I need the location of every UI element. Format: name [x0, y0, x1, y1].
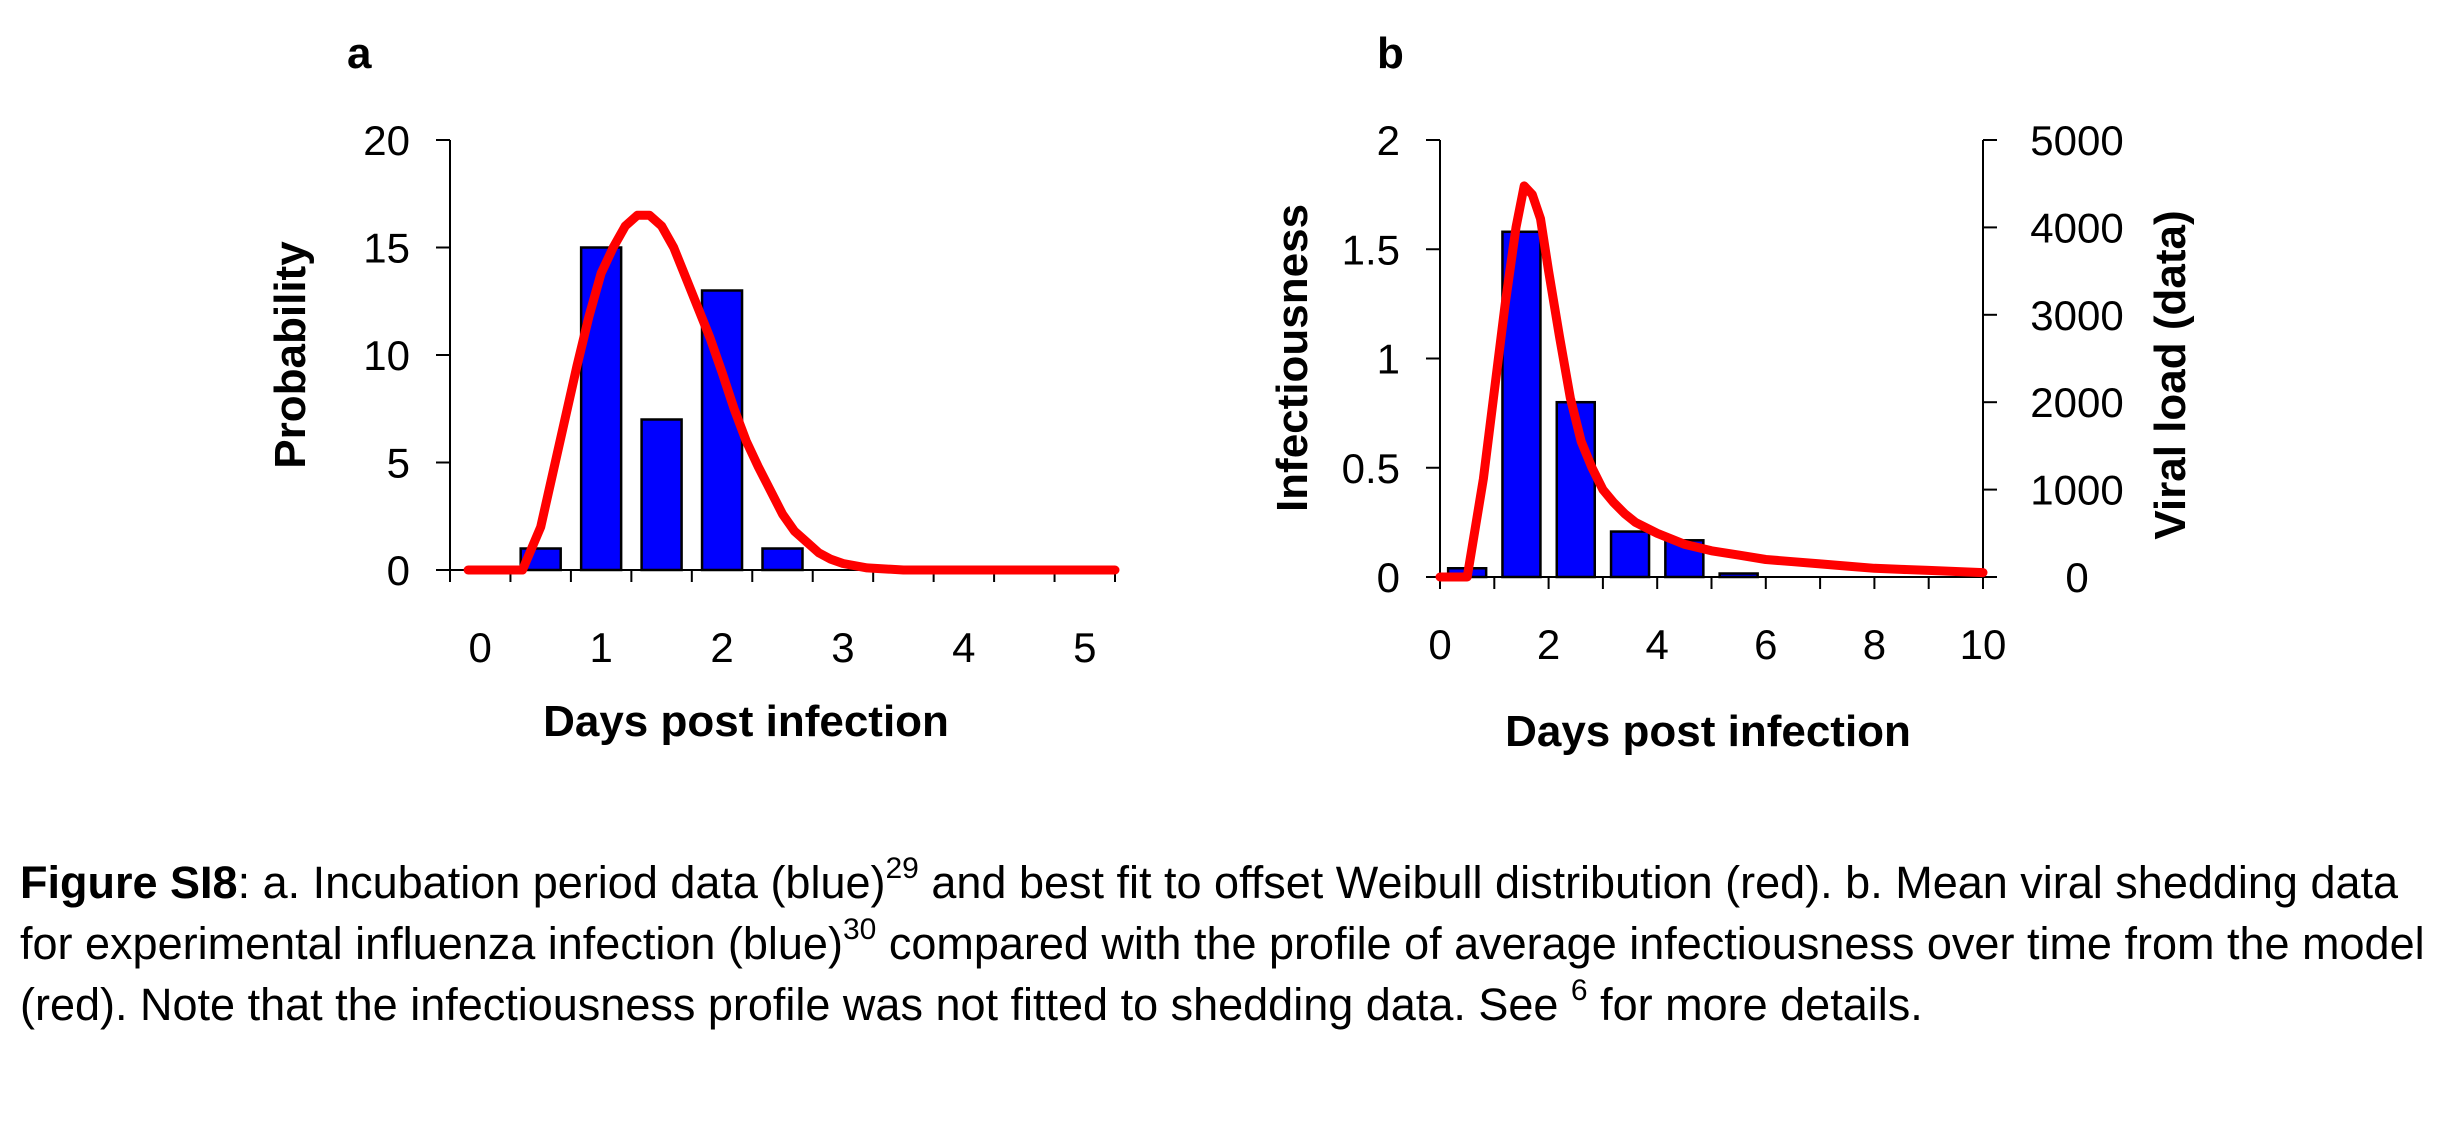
bar — [700, 289, 744, 572]
x-tick-label: 10 — [1960, 621, 2007, 668]
x-tick-label: 4 — [952, 624, 975, 671]
y-tick-label: 0.5 — [1342, 445, 1400, 492]
y-axis-title: Probability — [266, 241, 315, 469]
x-tick-label: 3 — [831, 624, 854, 671]
x-tick-label: 2 — [710, 624, 733, 671]
panel-a-chart: a 0 5 10 15 20 0 1 2 3 4 5 Days post infection Probab… — [266, 29, 1120, 746]
caption-reference-6: 6 — [1570, 974, 1588, 1007]
x-tick-label: 6 — [1754, 621, 1777, 668]
y2-tick-label: 5000 — [2030, 117, 2123, 164]
y-tick-label: 1.5 — [1342, 226, 1400, 273]
caption-part-3: compared with the profile of average inf… — [20, 918, 2425, 1030]
y2-tick-label: 2000 — [2030, 379, 2123, 426]
bar — [1609, 530, 1651, 579]
caption-text: Figure SI8: a. Incubation period data (b… — [20, 852, 2440, 1035]
y-axis-title: Infectiousness — [1268, 204, 1317, 512]
x-tick-label: 4 — [1646, 621, 1669, 668]
y-tick-label: 1 — [1377, 336, 1400, 383]
panel-letter: a — [347, 29, 372, 78]
y-tick-label: 10 — [363, 332, 410, 379]
caption-reference-30: 30 — [842, 913, 877, 946]
caption-part-1: : a. Incubation period data (blue) — [237, 857, 886, 908]
panel-b-chart: b 0 0.5 1 1.5 2 0 1000 2000 3000 4000 5000 0 2 4 6 8 10 Da… — [1268, 29, 2195, 756]
model-curve — [463, 210, 1120, 575]
y-tick-label: 5 — [387, 440, 410, 487]
y2-tick-label: 3000 — [2030, 292, 2123, 339]
bar — [579, 246, 623, 572]
caption-part-2: and best fit to offset Weibull distribut… — [20, 857, 2399, 969]
caption-figure-label: Figure SI8 — [20, 857, 238, 908]
x-tick-label: 5 — [1073, 624, 1096, 671]
x-tick-label: 0 — [469, 624, 492, 671]
caption-part-4: for more details. — [1587, 979, 1923, 1030]
bar — [761, 547, 804, 572]
x-tick-label: 0 — [1428, 621, 1451, 668]
x-axis-title: Days post infection — [1505, 707, 1911, 756]
x-tick-label: 8 — [1863, 621, 1886, 668]
y-tick-label: 2 — [1377, 117, 1400, 164]
y-tick-label: 0 — [1377, 554, 1400, 601]
y2-tick-label: 1000 — [2030, 467, 2123, 514]
figure-caption: Figure SI8: a. Incubation period data (b… — [20, 852, 2440, 1035]
y2-tick-label: 4000 — [2030, 204, 2123, 251]
x-tick-label: 1 — [589, 624, 612, 671]
panel-letter: b — [1377, 29, 1404, 78]
y-tick-label: 20 — [363, 117, 410, 164]
y-tick-label: 15 — [363, 225, 410, 272]
caption-reference-29: 29 — [885, 852, 919, 885]
y2-axis-title: Viral load (data) — [2146, 210, 2195, 539]
x-axis-title: Days post infection — [543, 697, 949, 746]
x-tick-label: 2 — [1537, 621, 1560, 668]
y2-tick-label: 0 — [2065, 554, 2088, 601]
y-tick-label: 0 — [387, 547, 410, 594]
bar — [640, 418, 683, 572]
model-curve — [1435, 181, 1988, 582]
bar — [1718, 572, 1759, 579]
